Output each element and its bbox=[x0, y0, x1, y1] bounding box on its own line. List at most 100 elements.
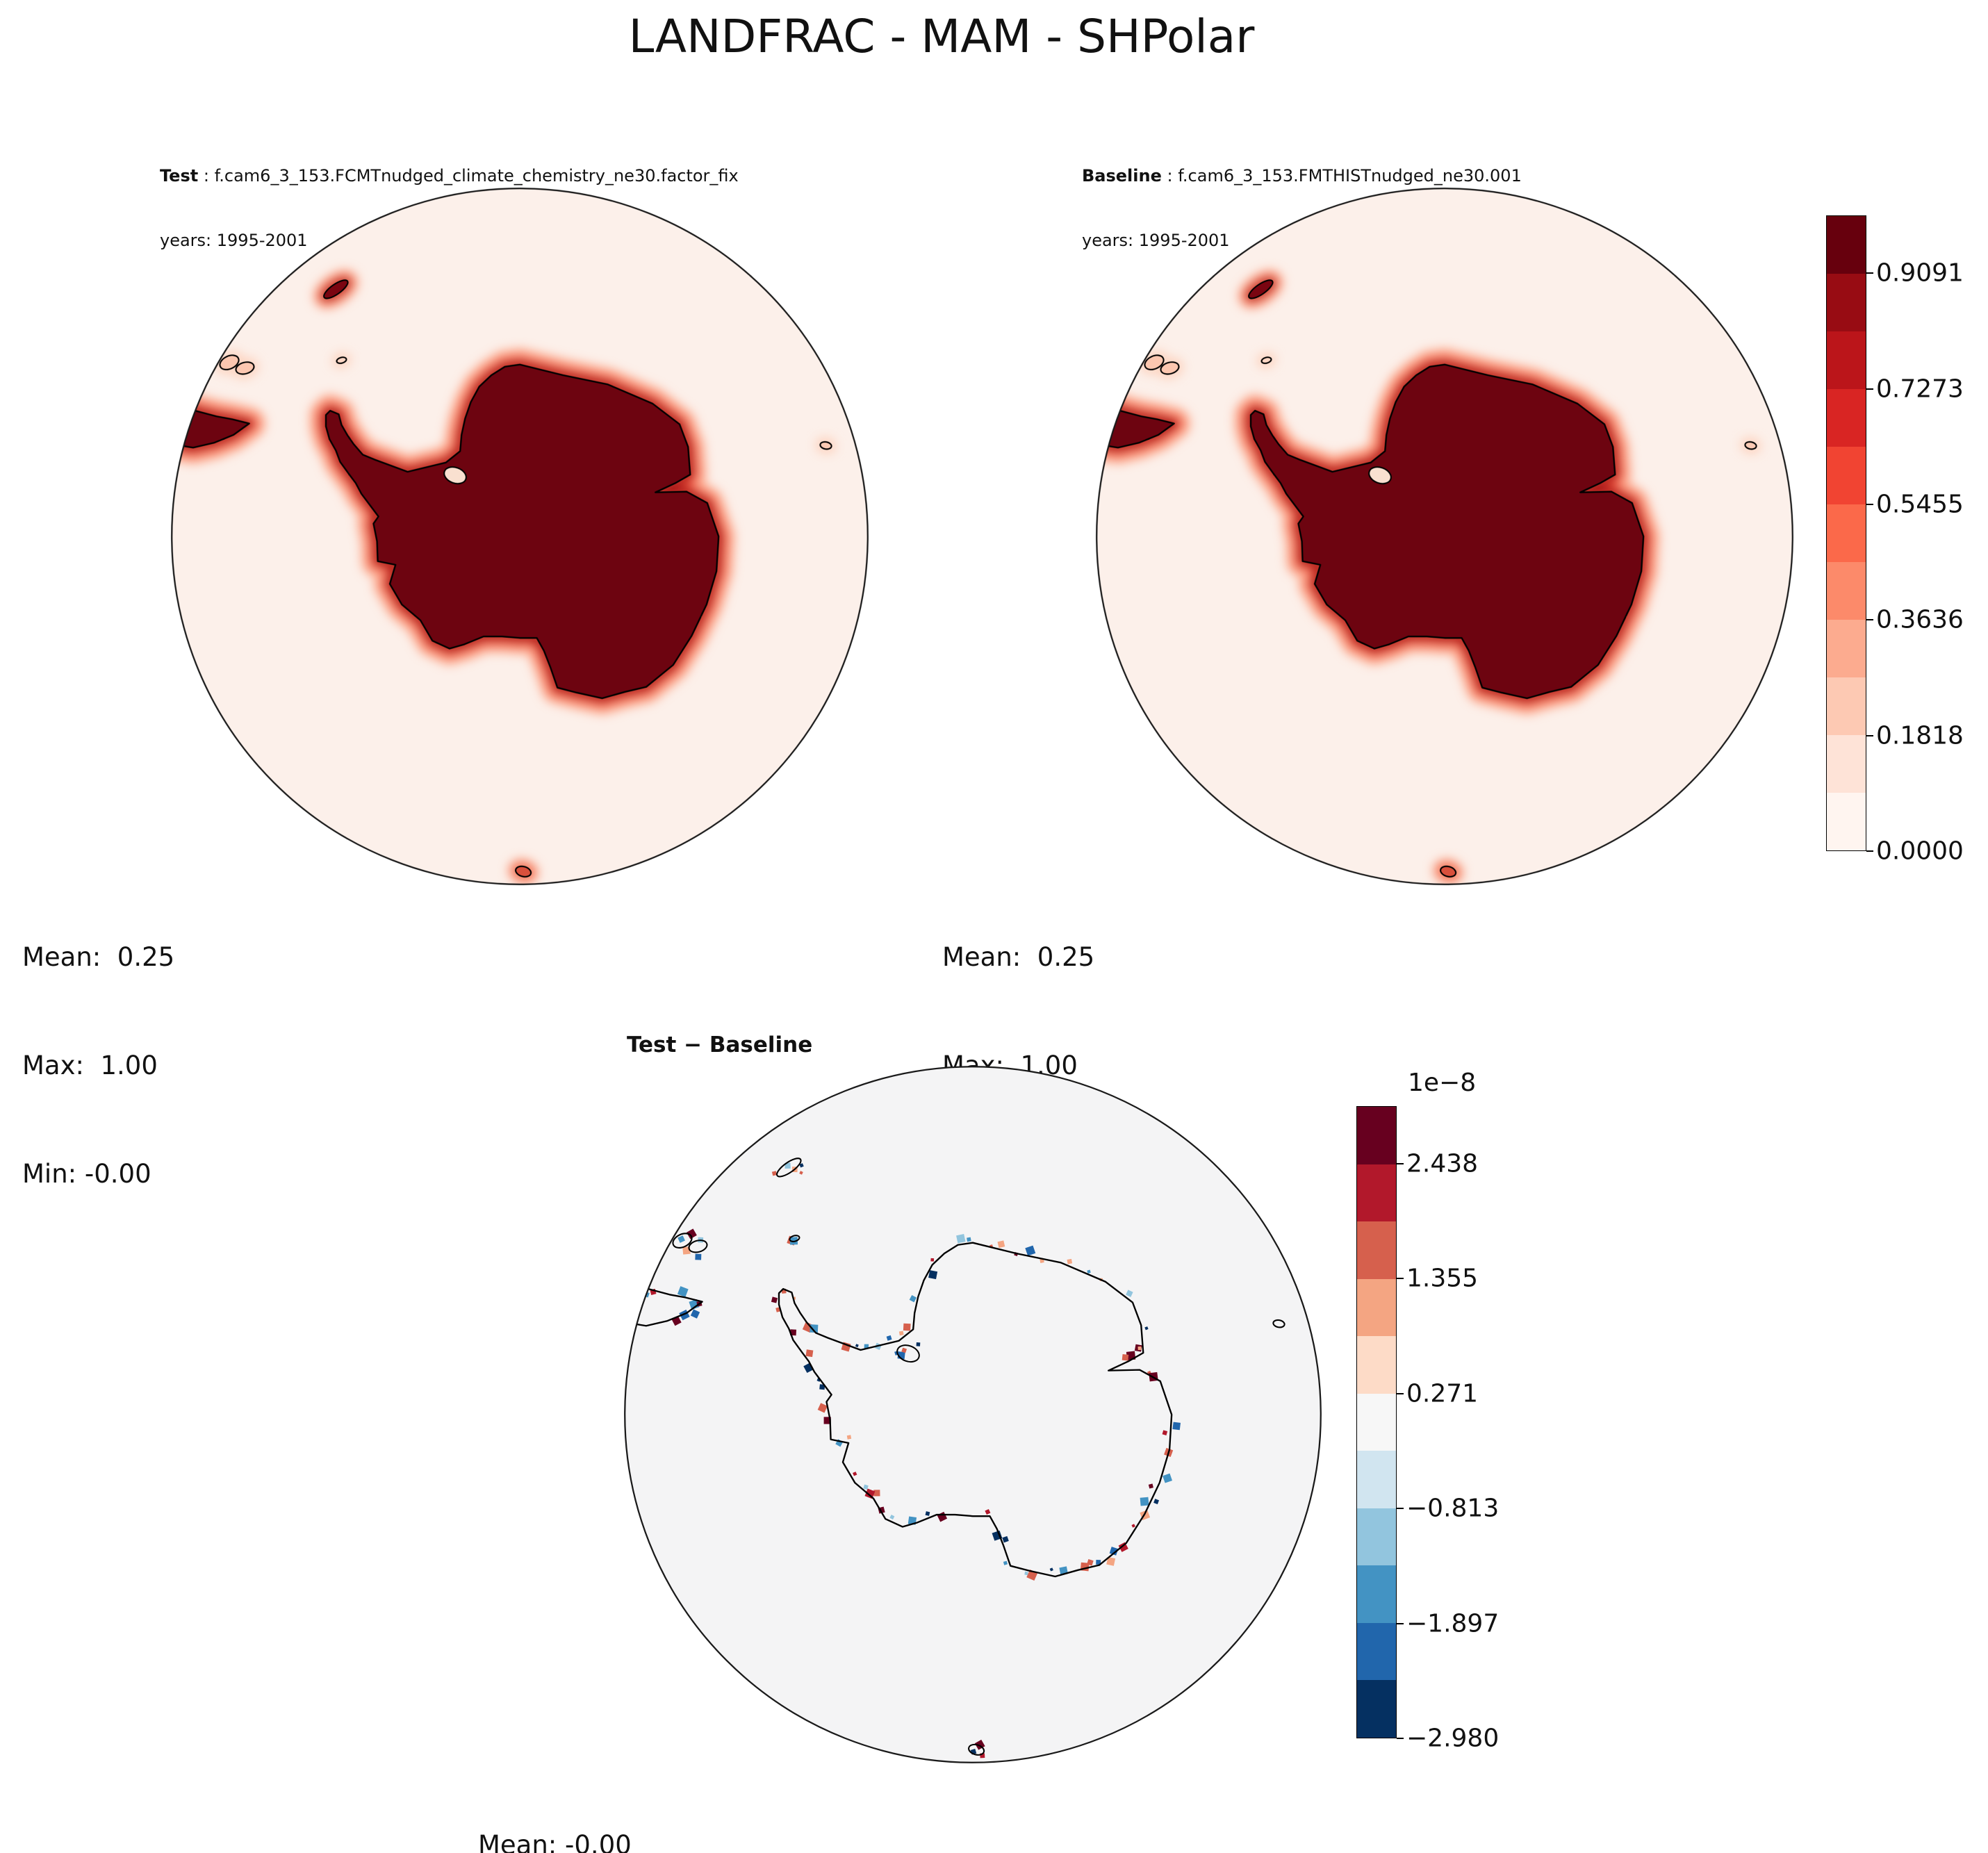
colorbar-segment bbox=[1827, 620, 1866, 677]
colorbar-tick bbox=[1397, 1508, 1404, 1510]
colorbar-top-bar bbox=[1826, 215, 1866, 851]
coastline bbox=[778, 1242, 1173, 1578]
colorbar-tick bbox=[1866, 850, 1873, 852]
test-run-name: : f.cam6_3_153.FCMTnudged_climate_chemis… bbox=[198, 166, 739, 186]
test-panel-label: Test : f.cam6_3_153.FCMTnudged_climate_c… bbox=[160, 122, 739, 295]
heard-island bbox=[1272, 1319, 1285, 1328]
colorbar-segment bbox=[1827, 274, 1866, 331]
colorbar-segment bbox=[1827, 447, 1866, 504]
colorbar-segment bbox=[1827, 562, 1866, 620]
colorbar-tick bbox=[1866, 503, 1873, 505]
colorbar-tick-label: 0.9091 bbox=[1876, 258, 1964, 288]
heard-island bbox=[1745, 441, 1757, 450]
colorbar-top: 0.9091 0.7273 0.5455 0.3636 0.1818 0.0000 bbox=[1826, 215, 1988, 866]
colorbar-tick-label: −1.897 bbox=[1406, 1609, 1500, 1638]
colorbar-segment bbox=[1357, 1107, 1396, 1164]
colorbar-tick-label: 0.271 bbox=[1406, 1379, 1479, 1408]
test-label: Test bbox=[160, 166, 199, 186]
colorbar-segment bbox=[1827, 793, 1866, 850]
colorbar-segment bbox=[1827, 735, 1866, 793]
diff-map bbox=[624, 1066, 1322, 1763]
colorbar-tick bbox=[1397, 1162, 1404, 1164]
colorbar-segment bbox=[1357, 1336, 1396, 1394]
south-georgia bbox=[1249, 280, 1273, 299]
baseline-run-line: Baseline : f.cam6_3_153.FMTHISTnudged_ne… bbox=[1082, 165, 1522, 187]
colorbar-tick-label: −0.813 bbox=[1406, 1494, 1500, 1523]
diff-stats: Mean: -0.00 Max: 0.00 Min: -0.00 bbox=[478, 1755, 632, 1853]
colorbar-segment bbox=[1357, 1278, 1396, 1337]
colorbar-segment bbox=[1827, 504, 1866, 562]
baseline-panel-label: Baseline : f.cam6_3_153.FMTHISTnudged_ne… bbox=[1082, 122, 1522, 295]
colorbar-tick-label: −2.980 bbox=[1406, 1724, 1500, 1753]
colorbar-segment bbox=[1357, 1393, 1396, 1451]
stat-mean: Mean: -0.00 bbox=[478, 1830, 632, 1853]
subantarctic-island bbox=[1440, 866, 1456, 877]
colorbar-segment bbox=[1357, 1221, 1396, 1279]
south-georgia bbox=[324, 280, 348, 299]
falkland-east bbox=[236, 362, 254, 374]
colorbar-segment bbox=[1357, 1622, 1396, 1681]
subantarctic-island bbox=[968, 1743, 985, 1756]
colorbar-diff: 2.438 1.355 0.271 −0.813 −1.897 −2.980 bbox=[1356, 1106, 1523, 1753]
colorbar-tick-label: 0.3636 bbox=[1876, 605, 1964, 634]
test-years: years: 1995-2001 bbox=[160, 231, 308, 250]
colorbar-segment bbox=[1357, 1451, 1396, 1508]
colorbar-tick-label: 0.5455 bbox=[1876, 490, 1964, 519]
colorbar-tick-label: 0.0000 bbox=[1876, 837, 1964, 866]
colorbar-tick-label: 0.1818 bbox=[1876, 721, 1964, 750]
colorbar-segment bbox=[1357, 1565, 1396, 1623]
figure-title: LANDFRAC - MAM - SHPolar bbox=[628, 10, 1255, 63]
test-run-line: Test : f.cam6_3_153.FCMTnudged_climate_c… bbox=[160, 165, 739, 187]
colorbar-segment bbox=[1827, 389, 1866, 447]
stat-min: Min: -0.00 bbox=[22, 1159, 151, 1189]
falkland-west bbox=[672, 1233, 693, 1249]
antarctica-landmass bbox=[1096, 364, 1644, 699]
baseline-years: years: 1995-2001 bbox=[1082, 231, 1230, 250]
colorbar-tick-label: 2.438 bbox=[1406, 1149, 1479, 1178]
falkland-east bbox=[1160, 362, 1179, 374]
colorbar-tick bbox=[1866, 388, 1873, 390]
berkner-island bbox=[1369, 467, 1391, 484]
heard-island bbox=[820, 441, 832, 450]
colorbar-tick bbox=[1866, 619, 1873, 621]
colorbar-segment bbox=[1827, 331, 1866, 389]
baseline-label: Baseline bbox=[1082, 166, 1162, 186]
falkland-east bbox=[688, 1240, 708, 1253]
baseline-map bbox=[1096, 188, 1793, 885]
south-orkney bbox=[789, 1235, 800, 1242]
colorbar-diff-bar bbox=[1356, 1106, 1397, 1738]
colorbar-tick-label: 0.7273 bbox=[1876, 374, 1964, 404]
colorbar-tick bbox=[1866, 272, 1873, 274]
colorbar-segment bbox=[1357, 1680, 1396, 1738]
berkner-island bbox=[444, 467, 466, 484]
falkland-west bbox=[1144, 355, 1164, 370]
antarctica-landmass bbox=[172, 364, 719, 699]
colorbar-tick bbox=[1397, 1738, 1404, 1739]
stat-mean: Mean: 0.25 bbox=[22, 942, 175, 972]
colorbar-tick bbox=[1866, 734, 1873, 736]
berkner-island bbox=[896, 1344, 920, 1363]
stat-mean: Mean: 0.25 bbox=[942, 942, 1095, 972]
colorbar-tick-label: 1.355 bbox=[1406, 1264, 1479, 1293]
colorbar-offset-label: 1e−8 bbox=[1408, 1069, 1477, 1097]
test-stats: Mean: 0.25 Max: 1.00 Min: -0.00 bbox=[22, 867, 174, 1265]
map-boundary bbox=[171, 188, 869, 885]
map-boundary bbox=[1096, 188, 1793, 885]
falkland-west bbox=[220, 355, 239, 370]
colorbar-segment bbox=[1357, 1164, 1396, 1222]
coastlines bbox=[625, 1158, 1285, 1756]
diff-title: Test − Baseline bbox=[627, 1032, 813, 1057]
subantarctic-island bbox=[516, 866, 532, 877]
map-boundary bbox=[624, 1066, 1322, 1763]
colorbar-segment bbox=[1827, 216, 1866, 274]
diff-speckles bbox=[625, 1162, 1181, 1759]
colorbar-segment bbox=[1357, 1508, 1396, 1566]
colorbar-tick bbox=[1397, 1622, 1404, 1624]
colorbar-segment bbox=[1827, 677, 1866, 735]
stat-max: Max: 1.00 bbox=[22, 1051, 158, 1080]
colorbar-tick bbox=[1397, 1392, 1404, 1394]
test-map bbox=[171, 188, 869, 885]
diff-background bbox=[625, 1066, 1321, 1763]
baseline-run-name: : f.cam6_3_153.FMTHISTnudged_ne30.001 bbox=[1161, 166, 1522, 186]
